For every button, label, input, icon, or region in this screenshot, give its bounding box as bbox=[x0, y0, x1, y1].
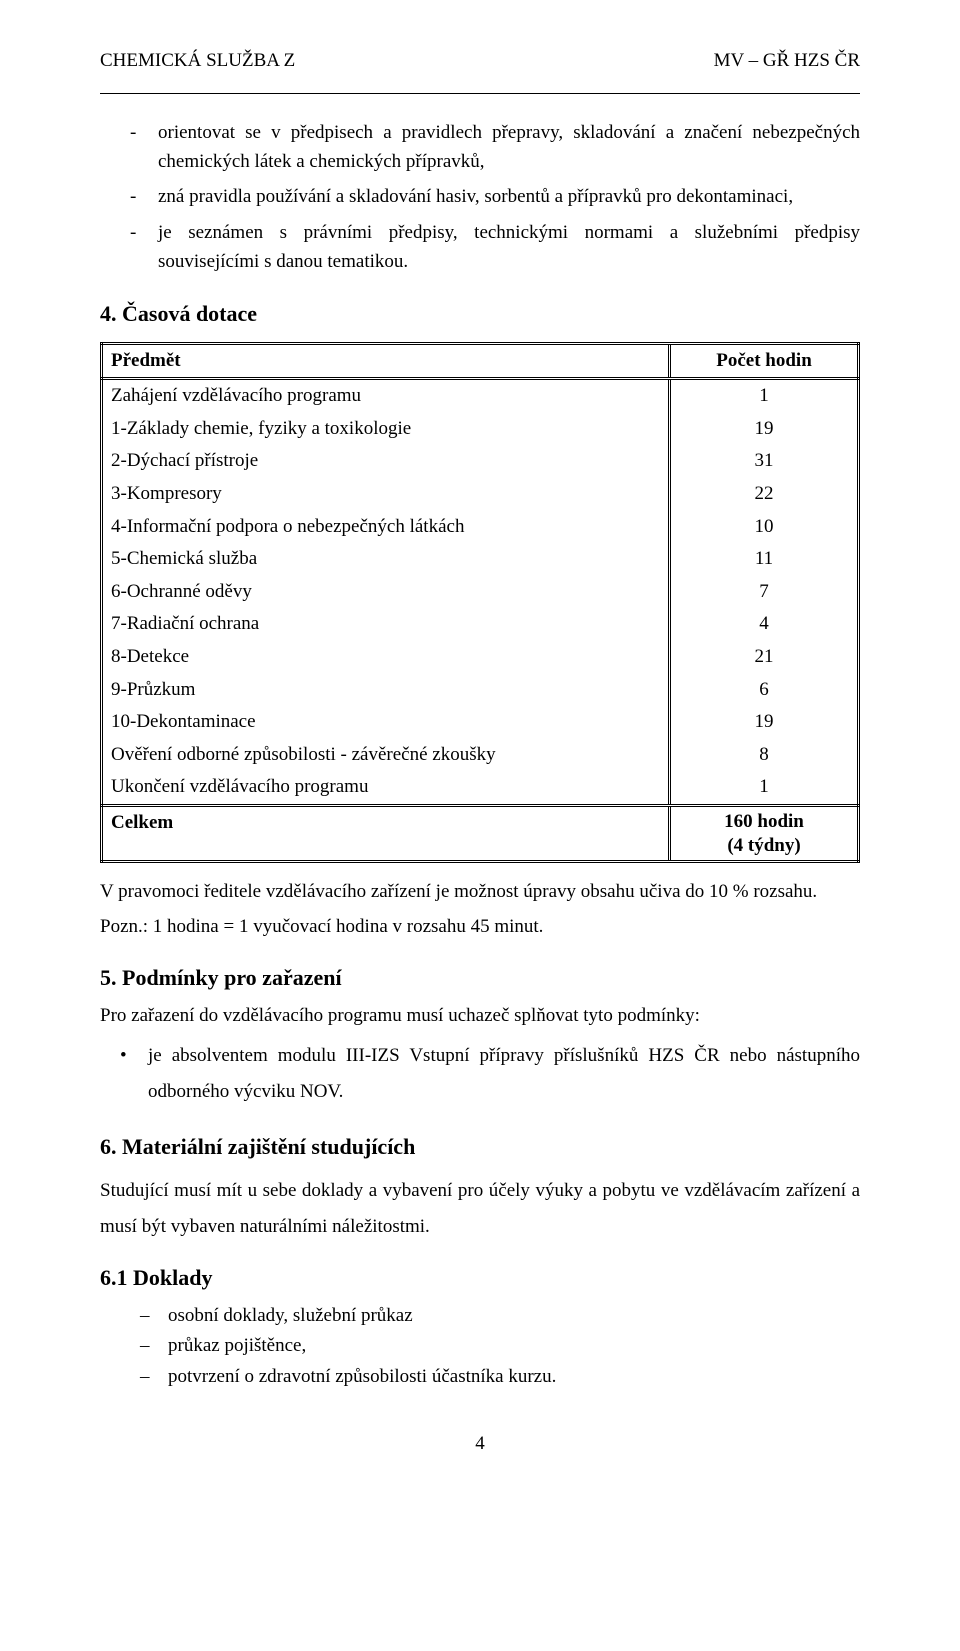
table-row: 5-Chemická služba11 bbox=[102, 543, 859, 576]
row-count: 19 bbox=[670, 706, 859, 739]
section61-item: průkaz pojištěnce, bbox=[140, 1332, 860, 1361]
table-total-row: Celkem 160 hodin (4 týdny) bbox=[102, 805, 859, 862]
total-label: Celkem bbox=[102, 805, 670, 862]
table-row: 9-Průzkum6 bbox=[102, 674, 859, 707]
section5-title: 5. Podmínky pro zařazení bbox=[100, 963, 860, 994]
page: CHEMICKÁ SLUŽBA Z MV – GŘ HZS ČR oriento… bbox=[0, 0, 960, 1498]
row-label: 9-Průzkum bbox=[102, 674, 670, 707]
section61-title: 6.1 Doklady bbox=[100, 1263, 860, 1294]
intro-bullet: orientovat se v předpisech a pravidlech … bbox=[130, 118, 860, 177]
intro-bullet: zná pravidla používání a skladování hasi… bbox=[130, 182, 860, 211]
row-count: 6 bbox=[670, 674, 859, 707]
table-row: 7-Radiační ochrana4 bbox=[102, 608, 859, 641]
intro-bullet-list: orientovat se v předpisech a pravidlech … bbox=[100, 118, 860, 277]
row-label: 8-Detekce bbox=[102, 641, 670, 674]
row-count: 8 bbox=[670, 739, 859, 772]
section4-after-p2: Pozn.: 1 hodina = 1 vyučovací hodina v r… bbox=[100, 914, 860, 941]
table-row: Zahájení vzdělávacího programu1 bbox=[102, 379, 859, 413]
section5-lead: Pro zařazení do vzdělávacího programu mu… bbox=[100, 1003, 860, 1030]
row-count: 4 bbox=[670, 608, 859, 641]
table-row: 4-Informační podpora o nebezpečných látk… bbox=[102, 511, 859, 544]
row-count: 10 bbox=[670, 511, 859, 544]
table-body: Zahájení vzdělávacího programu1 1-Základ… bbox=[102, 379, 859, 862]
header-rule bbox=[100, 93, 860, 94]
section6-title: 6. Materiální zajištění studujících bbox=[100, 1132, 860, 1163]
row-count: 31 bbox=[670, 445, 859, 478]
row-count: 1 bbox=[670, 771, 859, 805]
header-right: MV – GŘ HZS ČR bbox=[714, 48, 860, 75]
row-label: Ověření odborné způsobilosti - závěrečné… bbox=[102, 739, 670, 772]
table-row: 8-Detekce21 bbox=[102, 641, 859, 674]
row-label: 7-Radiační ochrana bbox=[102, 608, 670, 641]
total-value-line2: (4 týdny) bbox=[727, 835, 800, 856]
page-header: CHEMICKÁ SLUŽBA Z MV – GŘ HZS ČR bbox=[100, 48, 860, 75]
row-count: 1 bbox=[670, 379, 859, 413]
table-row: 2-Dýchací přístroje31 bbox=[102, 445, 859, 478]
row-count: 11 bbox=[670, 543, 859, 576]
row-label: Zahájení vzdělávacího programu bbox=[102, 379, 670, 413]
table-row: Ukončení vzdělávacího programu1 bbox=[102, 771, 859, 805]
total-value-line1: 160 hodin bbox=[724, 811, 804, 832]
table-row: 6-Ochranné oděvy7 bbox=[102, 576, 859, 609]
row-label: Ukončení vzdělávacího programu bbox=[102, 771, 670, 805]
section6-para: Studující musí mít u sebe doklady a vyba… bbox=[100, 1173, 860, 1245]
row-label: 1-Základy chemie, fyziky a toxikologie bbox=[102, 413, 670, 446]
row-label: 10-Dekontaminace bbox=[102, 706, 670, 739]
table-row: 3-Kompresory22 bbox=[102, 478, 859, 511]
table-header-row: Předmět Počet hodin bbox=[102, 343, 859, 379]
total-value: 160 hodin (4 týdny) bbox=[670, 805, 859, 862]
section4-title: 4. Časová dotace bbox=[100, 299, 860, 330]
intro-bullet: je seznámen s právními předpisy, technic… bbox=[130, 218, 860, 277]
row-count: 7 bbox=[670, 576, 859, 609]
row-count: 22 bbox=[670, 478, 859, 511]
col-header-label: Předmět bbox=[102, 343, 670, 379]
row-label: 6-Ochranné oděvy bbox=[102, 576, 670, 609]
section5-bullet: je absolventem modulu III-IZS Vstupní př… bbox=[120, 1038, 860, 1110]
section61-item: osobní doklady, služební průkaz bbox=[140, 1302, 860, 1331]
table-row: 1-Základy chemie, fyziky a toxikologie19 bbox=[102, 413, 859, 446]
row-count: 21 bbox=[670, 641, 859, 674]
row-label: 3-Kompresory bbox=[102, 478, 670, 511]
table-row: Ověření odborné způsobilosti - závěrečné… bbox=[102, 739, 859, 772]
row-count: 19 bbox=[670, 413, 859, 446]
section4-after-p1: V pravomoci ředitele vzdělávacího zaříze… bbox=[100, 879, 860, 906]
col-header-count: Počet hodin bbox=[670, 343, 859, 379]
section61-list: osobní doklady, služební průkaz průkaz p… bbox=[100, 1302, 860, 1392]
page-number: 4 bbox=[100, 1431, 860, 1458]
row-label: 5-Chemická služba bbox=[102, 543, 670, 576]
section61-item: potvrzení o zdravotní způsobilosti účast… bbox=[140, 1363, 860, 1392]
row-label: 2-Dýchací přístroje bbox=[102, 445, 670, 478]
dotace-table: Předmět Počet hodin Zahájení vzdělávacíh… bbox=[100, 342, 860, 864]
row-label: 4-Informační podpora o nebezpečných látk… bbox=[102, 511, 670, 544]
table-row: 10-Dekontaminace19 bbox=[102, 706, 859, 739]
section5-bullets: je absolventem modulu III-IZS Vstupní př… bbox=[100, 1038, 860, 1110]
dotace-table-wrap: Předmět Počet hodin Zahájení vzdělávacíh… bbox=[100, 342, 860, 864]
header-left: CHEMICKÁ SLUŽBA Z bbox=[100, 48, 295, 75]
